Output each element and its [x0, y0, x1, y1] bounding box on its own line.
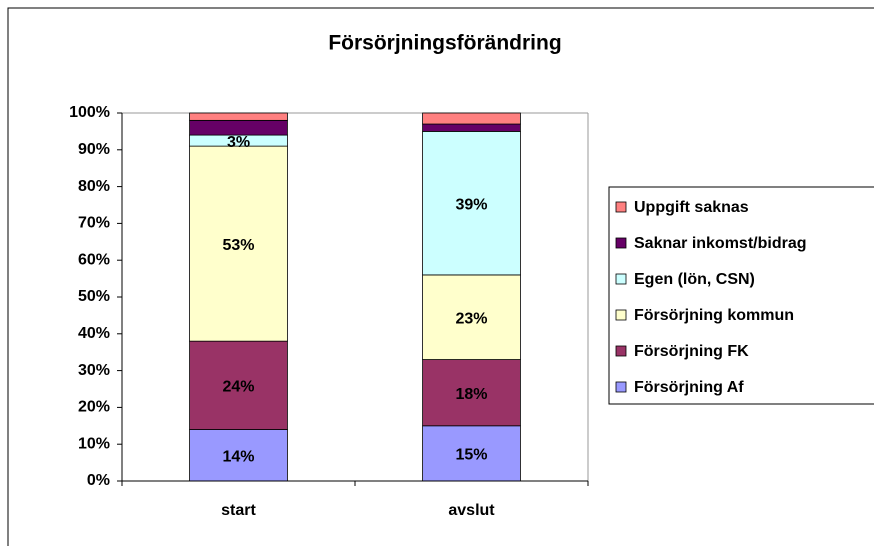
y-tick-label: 10% — [78, 435, 110, 452]
legend-label: Försörjning Af — [634, 379, 744, 396]
legend-label: Saknar inkomst/bidrag — [634, 235, 807, 252]
legend-swatch — [615, 381, 627, 393]
data-label: 24% — [222, 379, 254, 396]
x-tick-label: start — [221, 502, 256, 519]
legend-swatch — [615, 237, 627, 249]
y-tick-label: 60% — [78, 251, 110, 268]
data-label: 39% — [455, 196, 487, 213]
data-label: 15% — [455, 447, 487, 464]
bar-segment — [422, 274, 521, 360]
legend-label: Egen (lön, CSN) — [634, 271, 755, 288]
y-tick-label: 70% — [78, 215, 110, 232]
legend-swatch — [615, 273, 627, 285]
legend-swatch — [615, 345, 627, 357]
data-label: 3% — [227, 134, 250, 151]
y-tick-label: 30% — [78, 362, 110, 379]
bar-segment — [189, 145, 288, 342]
y-tick-label: 40% — [78, 325, 110, 342]
legend-box — [608, 186, 874, 405]
y-tick-label: 100% — [69, 104, 110, 121]
data-label: 23% — [455, 310, 487, 327]
bar-segment — [189, 429, 288, 482]
bar-segment — [189, 112, 288, 121]
bar-segment — [422, 425, 521, 482]
data-label: 14% — [222, 448, 254, 465]
legend-swatch — [615, 201, 627, 213]
y-tick-label: 80% — [78, 178, 110, 195]
bar-segment — [189, 340, 288, 430]
data-label: 18% — [455, 386, 487, 403]
legend-label: Uppgift saknas — [634, 199, 749, 216]
y-tick-label: 0% — [87, 472, 110, 489]
legend-label: Försörjning FK — [634, 343, 749, 360]
y-tick-label: 50% — [78, 288, 110, 305]
legend-label: Försörjning kommun — [634, 307, 794, 324]
data-label: 53% — [222, 237, 254, 254]
y-tick-label: 20% — [78, 399, 110, 416]
legend-swatch — [615, 309, 627, 321]
bar-segment — [422, 123, 521, 132]
y-tick-label: 90% — [78, 141, 110, 158]
bar-segment — [422, 112, 521, 125]
bar-segment — [422, 130, 521, 276]
chart-title: Försörjningsförändring — [328, 32, 561, 55]
bar-segment — [189, 119, 288, 136]
x-tick-label: avslut — [448, 502, 495, 519]
bar-segment — [422, 359, 521, 427]
